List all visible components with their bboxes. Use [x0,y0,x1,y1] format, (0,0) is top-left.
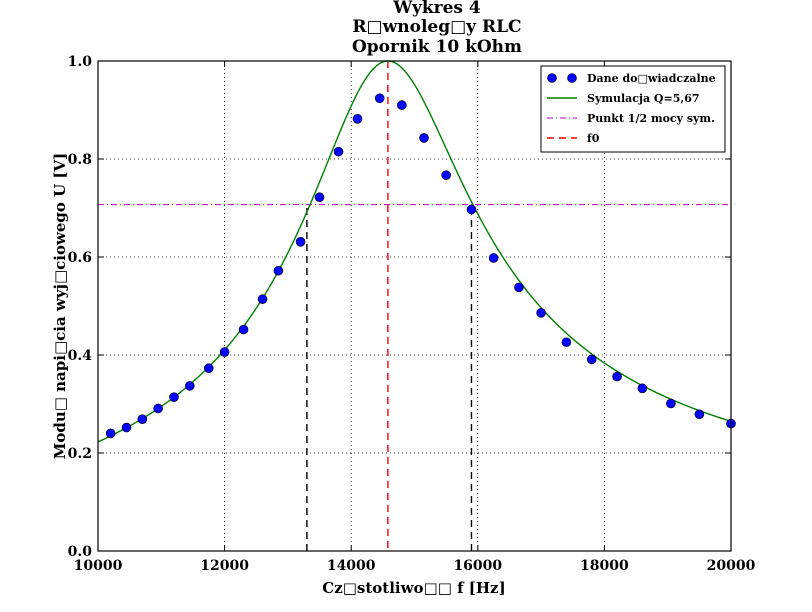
data-point [466,204,477,215]
data-point [273,265,284,276]
data-point [514,282,524,293]
plot-frame [97,60,732,552]
data-point [121,422,132,433]
x-tick-label: 20000 [707,558,756,574]
data-point [612,371,622,382]
y-tick-label: 0.2 [68,446,92,462]
legend: Dane do□wiadczalne Symulacja Q=5,67 Punkt … [540,65,726,153]
data-point [184,381,195,391]
legend-swatch-markers [547,73,557,83]
data-point [666,398,676,409]
data-point [333,146,344,157]
data-point [153,403,163,414]
x-tick-label: 10000 [74,558,123,574]
data-point [536,308,546,318]
data-point [374,93,385,104]
data-point [203,363,214,374]
data-point [441,170,451,180]
y-tick-label: 0.4 [68,348,93,364]
x-tick-label: 14000 [327,558,376,574]
data-point [295,237,306,247]
chart-title-line-2: R□wnoleg□y RLC [352,17,521,37]
data-point [561,337,572,348]
y-tick-label: 0.0 [68,544,93,560]
data-point [694,409,705,420]
data-point [352,114,363,124]
legend-label: Symulacja Q=5,67 [587,92,700,105]
legend-swatch-markers [567,73,577,83]
chart-title-line-3: Opornik 10 kOhm [352,37,522,57]
data-point [637,383,648,394]
y-axis-label: Modu□ napi□cia wyj□ciowego U [V] [51,153,69,460]
y-tick-label: 1.0 [68,54,93,70]
data-point [397,100,407,110]
y-tick-label: 0.8 [68,152,92,168]
plot-area: 10000 12000 14000 16000 18000 20000 0.0 0.2 0.4 0… [68,54,756,574]
x-axis-label: Cz□stotliwo□□ f [Hz] [322,579,505,597]
data-point [488,253,499,263]
chart-title-line-1: Wykres 4 [392,0,481,18]
data-point [238,324,249,335]
data-point [219,347,230,357]
data-point [257,294,268,304]
data-point [169,392,179,402]
x-tick-label: 16000 [453,558,502,574]
legend-label: f0 [587,132,600,145]
data-point [419,133,429,143]
data-point [586,354,597,365]
data-point [137,414,148,424]
legend-label: Punkt 1/2 mocy sym. [587,112,715,125]
x-tick-label: 12000 [200,558,249,574]
data-point [105,428,116,439]
y-tick-label: 0.6 [68,250,92,266]
simulation-curve [97,60,732,443]
x-tick-label: 18000 [580,558,629,574]
data-point [314,192,325,203]
legend-label: Dane do□wiadczalne [587,72,716,85]
